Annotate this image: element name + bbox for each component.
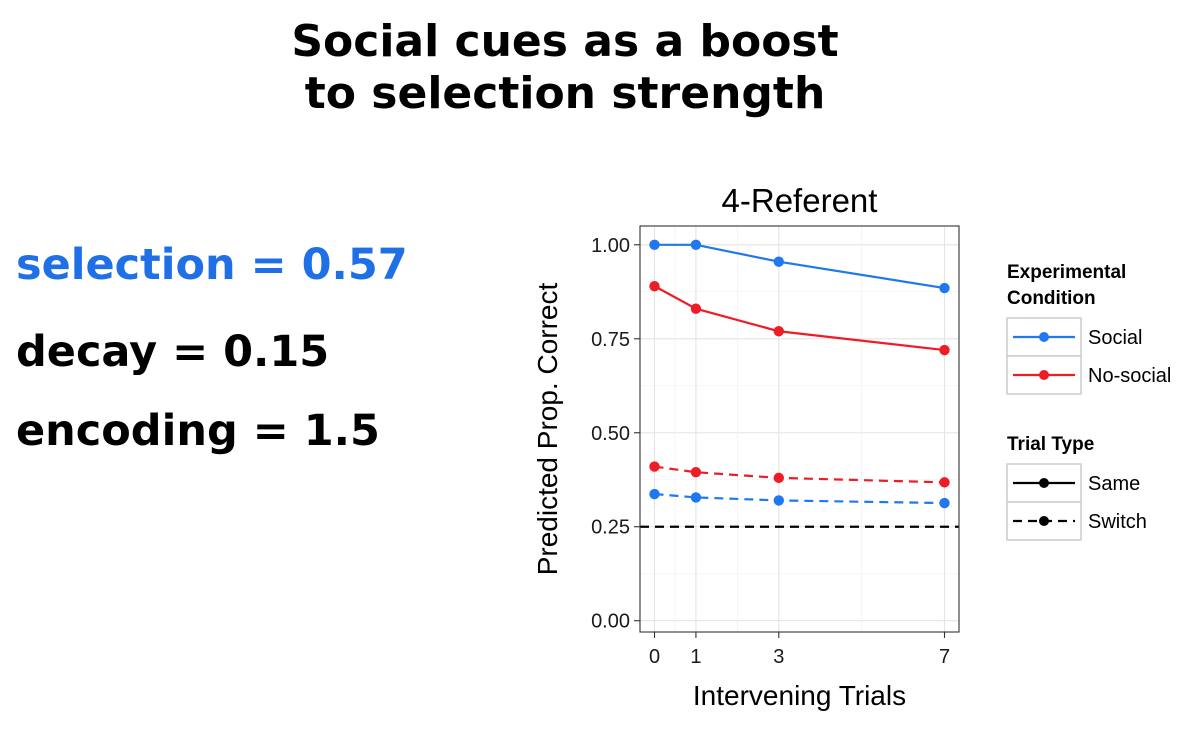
- data-point-no-social-switch: [939, 477, 950, 488]
- param-decay: decay = 0.15: [16, 327, 330, 377]
- data-point-social-switch: [939, 497, 950, 509]
- data-point-social-switch: [649, 488, 660, 500]
- y-tick-label: 0.25: [591, 517, 630, 539]
- data-point-social-switch: [773, 495, 784, 506]
- y-tick-label: 0.50: [591, 423, 630, 445]
- param-encoding: encoding = 1.5: [16, 406, 380, 456]
- legend-key-point: [1039, 516, 1049, 526]
- series-line-social-switch: [654, 492, 945, 505]
- legend-key-point: [1039, 332, 1049, 342]
- x-tick-label: 0: [649, 646, 660, 668]
- data-point-social-same: [939, 282, 950, 294]
- x-axis-label: Intervening Trials: [693, 680, 906, 711]
- slide-title: Social cues as a boost to selection stre…: [0, 16, 1130, 120]
- series-line-no-social-switch: [654, 465, 945, 484]
- legend-label: Social: [1088, 327, 1142, 349]
- data-point-no-social-switch: [649, 461, 660, 472]
- data-point-social-same: [690, 239, 702, 250]
- plot-panel: [640, 226, 959, 632]
- legend-label: Switch: [1088, 511, 1147, 533]
- chart-title: 4-Referent: [722, 182, 878, 219]
- y-tick-label: 0.75: [591, 329, 630, 351]
- y-axis-label: Predicted Prop. Correct: [532, 283, 563, 576]
- plot-border: [639, 225, 960, 633]
- y-tick-label: 1.00: [591, 235, 630, 257]
- data-point-no-social-same: [939, 344, 950, 356]
- slide-title-line-1: Social cues as a boost: [291, 16, 839, 67]
- x-tick-label: 1: [690, 646, 701, 668]
- y-tick-label: 0.00: [591, 611, 630, 633]
- legend-type-title: Trial Type: [1007, 434, 1094, 455]
- x-tick-label: 3: [773, 646, 784, 668]
- slide-title-line-2: to selection strength: [304, 68, 826, 119]
- legend-label: Same: [1088, 473, 1140, 495]
- x-tick-label: 7: [939, 646, 950, 668]
- legend-condition-title: Condition: [1007, 288, 1096, 309]
- series-line-social-same: [654, 243, 945, 290]
- param-selection: selection = 0.57: [16, 240, 408, 290]
- legend-condition-title: Experimental: [1007, 262, 1126, 283]
- legend-key-point: [1039, 370, 1049, 380]
- data-point-no-social-same: [773, 326, 784, 337]
- data-point-no-social-same: [649, 280, 660, 292]
- data-point-social-switch: [690, 492, 702, 503]
- data-point-no-social-switch: [773, 472, 784, 484]
- series-line-no-social-same: [653, 285, 945, 352]
- data-point-no-social-same: [690, 303, 702, 314]
- data-point-social-same: [649, 239, 660, 250]
- data-point-social-same: [773, 256, 784, 267]
- legend-label: No-social: [1088, 365, 1171, 387]
- legend-key-point: [1039, 478, 1049, 488]
- data-point-no-social-switch: [690, 467, 702, 478]
